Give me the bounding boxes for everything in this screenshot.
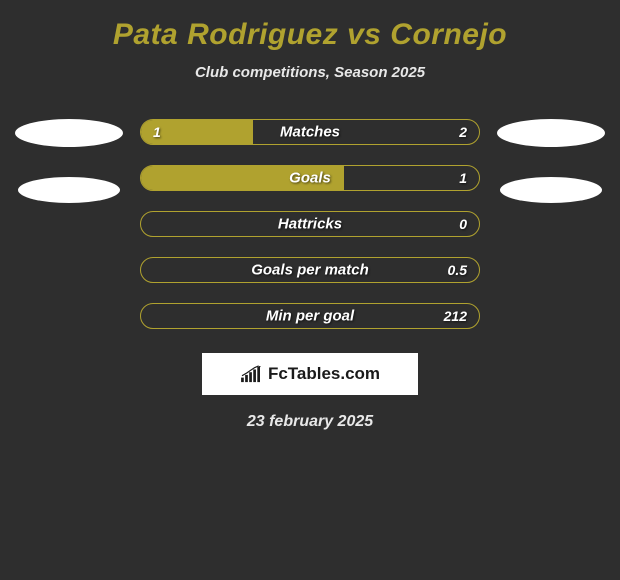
stat-value-right: 2 (459, 124, 467, 140)
left-avatar-column (0, 119, 138, 203)
stat-bar: Min per goal 212 (140, 303, 480, 329)
stat-value-right: 1 (459, 170, 467, 186)
stat-bar: Goals 1 (140, 165, 480, 191)
stat-label: Matches (280, 124, 340, 141)
player-avatar-left (15, 119, 123, 147)
brand-text: FcTables.com (268, 364, 380, 384)
stat-label: Min per goal (266, 308, 354, 325)
brand-badge: FcTables.com (202, 353, 418, 395)
stat-bar: Hattricks 0 (140, 211, 480, 237)
player-avatar-right (497, 119, 605, 147)
stat-value-right: 0.5 (448, 262, 467, 278)
comparison-infographic: Pata Rodriguez vs Cornejo Club competiti… (0, 0, 620, 441)
page-title: Pata Rodriguez vs Cornejo (113, 18, 507, 52)
team-avatar-right (500, 177, 602, 203)
date-label: 23 february 2025 (247, 413, 373, 431)
right-avatar-column (482, 119, 620, 203)
stat-bar: Goals per match 0.5 (140, 257, 480, 283)
stat-bar: Matches 1 2 (140, 119, 480, 145)
stat-value-left: 1 (153, 124, 161, 140)
comparison-row: Matches 1 2 Goals 1 Hattricks 0 Goals per match… (0, 119, 620, 329)
stat-label: Hattricks (278, 216, 342, 233)
chart-icon (240, 365, 262, 383)
stat-label: Goals per match (251, 262, 369, 279)
stat-value-right: 212 (444, 308, 467, 324)
team-avatar-left (18, 177, 120, 203)
page-subtitle: Club competitions, Season 2025 (195, 64, 425, 81)
stat-bars-column: Matches 1 2 Goals 1 Hattricks 0 Goals per match… (138, 119, 482, 329)
stat-label: Goals (289, 170, 331, 187)
stat-value-right: 0 (459, 216, 467, 232)
